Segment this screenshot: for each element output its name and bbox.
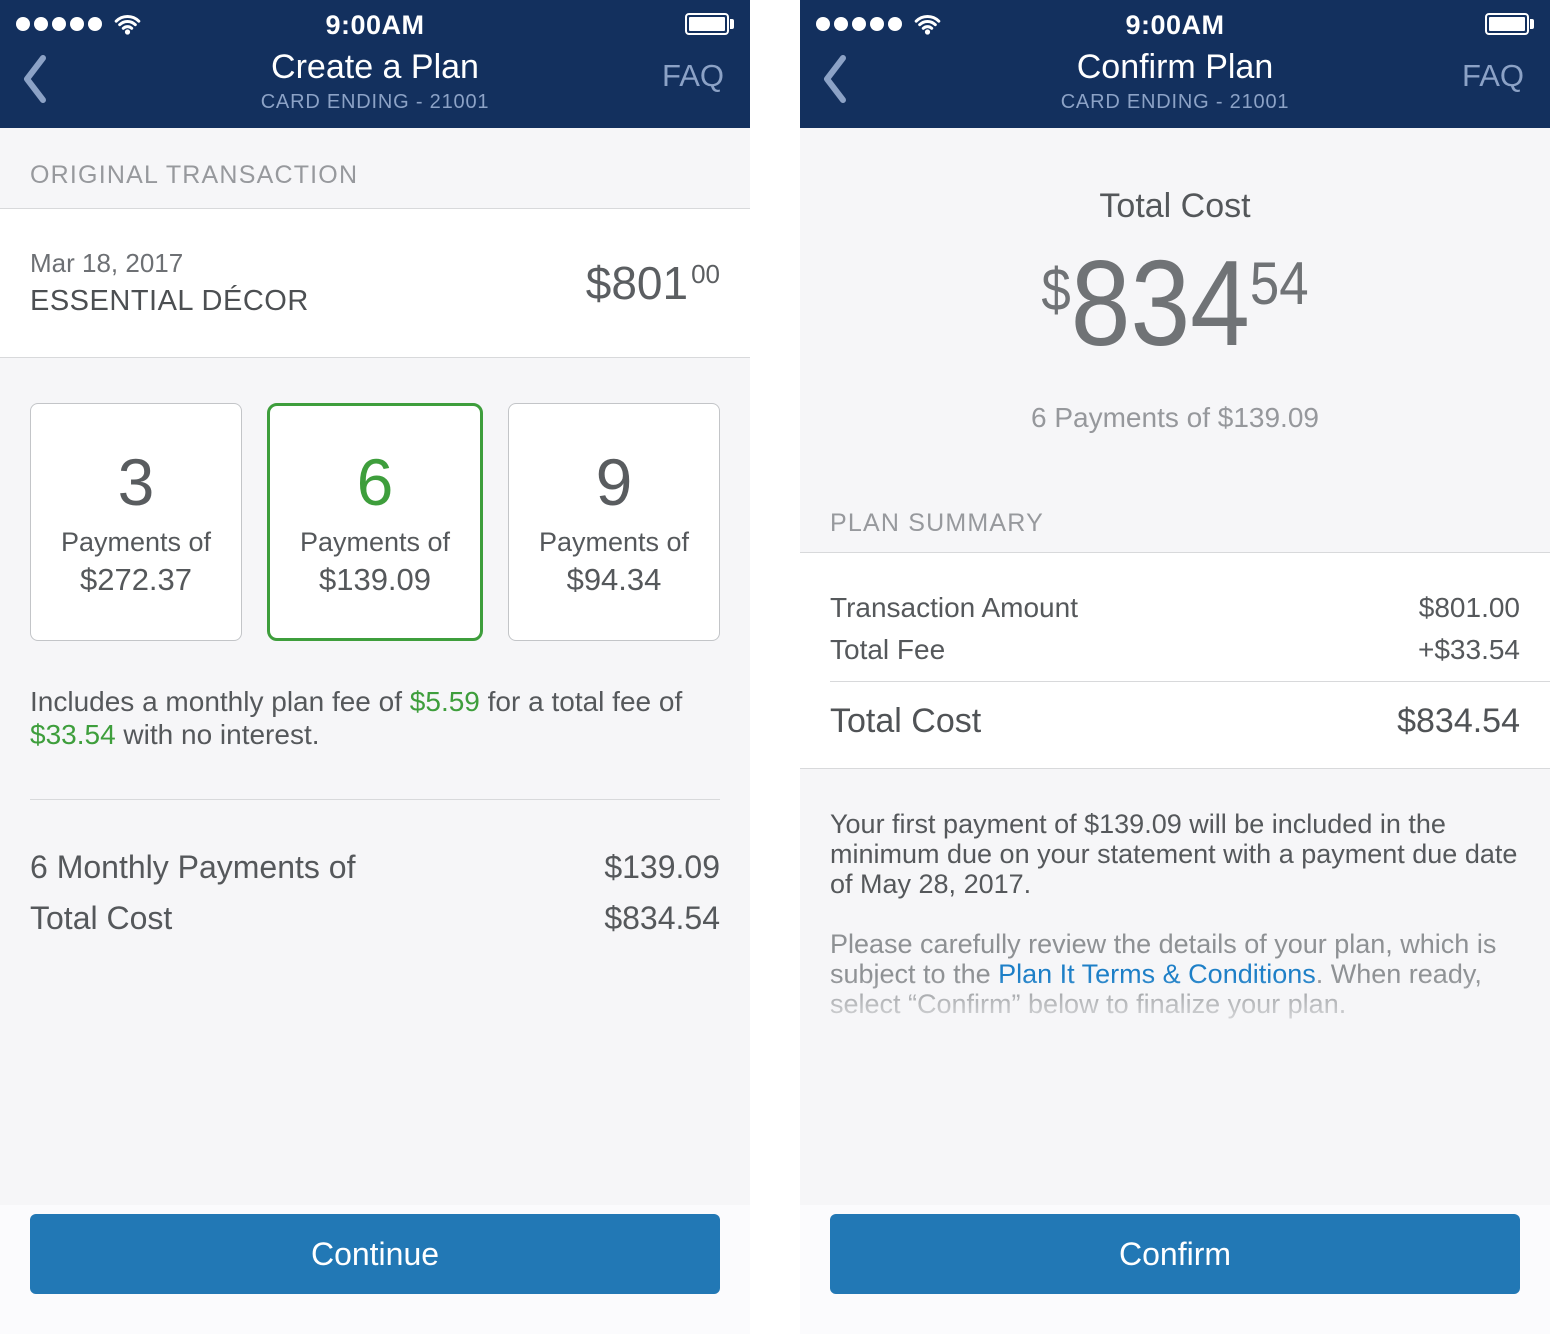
- chevron-left-icon: [22, 53, 48, 110]
- total-cost-heading: Total Cost: [1099, 187, 1251, 225]
- divider: [830, 681, 1550, 682]
- transaction-amount: $801 00: [585, 257, 720, 309]
- plan-option-label: Payments of: [60, 526, 212, 557]
- plan-option-label: Payments of: [538, 526, 690, 557]
- back-button[interactable]: [22, 48, 62, 114]
- navigation-bar: 9:00AM Create a Plan CARD ENDING - 21001…: [0, 0, 750, 128]
- transaction-row: Mar 18, 2017 ESSENTIAL DÉCOR $801 00: [0, 209, 750, 358]
- divider: [30, 799, 720, 800]
- plan-option-count: 9: [595, 444, 633, 519]
- faq-link[interactable]: FAQ: [1461, 58, 1524, 93]
- total-cost-amount: $ 834 54: [845, 235, 1505, 371]
- summary-row-payments: 6 Monthly Payments of $139.09: [30, 842, 720, 893]
- summary-row-transaction-amount: Transaction Amount $801.00: [800, 587, 1550, 629]
- transaction-merchant: ESSENTIAL DÉCOR: [30, 285, 309, 317]
- summary-value: +$33.54: [1418, 634, 1520, 665]
- summary-label: 6 Monthly Payments of: [30, 849, 356, 885]
- fee-note: Includes a monthly plan fee of $5.59 for…: [30, 686, 683, 750]
- summary-value: $834.54: [1397, 702, 1520, 740]
- plan-notes: Your first payment of $139.09 will be in…: [800, 769, 1550, 1037]
- chevron-left-icon: [822, 53, 848, 110]
- summary-label: Total Cost: [830, 702, 982, 740]
- plan-summary-card: Transaction Amount $801.00 Total Fee +$3…: [800, 553, 1550, 769]
- summary-label: Transaction Amount: [830, 592, 1078, 623]
- plan-option-count: 3: [117, 444, 155, 519]
- summary-label: Total Cost: [30, 900, 173, 936]
- total-fee-amount: $33.54: [30, 719, 116, 750]
- plan-option-label: Payments of: [299, 526, 451, 557]
- transaction-amount-cents: 00: [691, 259, 720, 289]
- plan-options: 3 Payments of $272.37 6 Payments of $139…: [30, 403, 720, 641]
- card-ending-subtitle: CARD ENDING - 21001: [260, 91, 490, 113]
- screen-gap: [750, 0, 800, 1334]
- summary-value: $801.00: [1418, 592, 1520, 623]
- page-title: Confirm Plan: [1076, 48, 1274, 86]
- currency-symbol: $: [1041, 256, 1071, 323]
- summary-value: $139.09: [604, 849, 720, 885]
- confirm-button[interactable]: Confirm: [830, 1214, 1520, 1294]
- confirm-plan-screen: 9:00AM Confirm Plan CARD ENDING - 21001 …: [800, 0, 1550, 1334]
- plan-option-9-payments[interactable]: 9 Payments of $94.34: [508, 403, 720, 641]
- continue-button[interactable]: Continue: [30, 1214, 720, 1294]
- monthly-fee-amount: $5.59: [409, 686, 480, 717]
- wifi-icon: [114, 13, 141, 35]
- faq-link[interactable]: FAQ: [661, 58, 724, 93]
- first-payment-note: Your first payment of $139.09 will be in…: [830, 809, 1518, 899]
- transaction-date: Mar 18, 2017: [30, 248, 184, 278]
- plan-option-amount: $94.34: [566, 561, 662, 597]
- battery-icon: [685, 7, 734, 35]
- wifi-icon: [914, 13, 941, 35]
- total-cost-cents: 54: [1249, 250, 1309, 317]
- cell-signal-icon: [816, 7, 941, 35]
- status-bar: 9:00AM: [0, 0, 750, 42]
- page-title: Create a Plan: [271, 48, 479, 86]
- summary-row-total-cost: Total Cost $834.54: [30, 893, 720, 944]
- summary-value: $834.54: [604, 900, 720, 936]
- status-bar: 9:00AM: [800, 0, 1550, 42]
- review-disclaimer: Please carefully review the details of y…: [830, 929, 1497, 1019]
- nav-title-row: Confirm Plan CARD ENDING - 21001 FAQ: [800, 42, 1550, 128]
- footer: Continue: [0, 1205, 750, 1334]
- back-button[interactable]: [822, 48, 862, 114]
- plan-option-count: 6: [356, 444, 394, 519]
- summary-label: Total Fee: [830, 634, 946, 665]
- navigation-bar: 9:00AM Confirm Plan CARD ENDING - 21001 …: [800, 0, 1550, 128]
- plan-option-3-payments[interactable]: 3 Payments of $272.37: [30, 403, 242, 641]
- create-plan-screen: 9:00AM Create a Plan CARD ENDING - 21001…: [0, 0, 750, 1334]
- footer: Confirm: [800, 1205, 1550, 1334]
- nav-title-row: Create a Plan CARD ENDING - 21001 FAQ: [0, 42, 750, 128]
- card-ending-subtitle: CARD ENDING - 21001: [1060, 91, 1290, 113]
- total-cost-dollars: 834: [1070, 235, 1250, 371]
- plan-option-amount: $272.37: [79, 561, 193, 597]
- plan-summary-label: PLAN SUMMARY: [800, 508, 1550, 553]
- original-transaction-label: ORIGINAL TRANSACTION: [0, 128, 750, 209]
- terms-and-conditions-link[interactable]: Plan It Terms & Conditions: [998, 959, 1316, 989]
- summary-row-total-cost: Total Cost $834.54: [800, 682, 1550, 744]
- cell-signal-icon: [16, 7, 141, 35]
- status-time: 9:00AM: [325, 10, 425, 40]
- status-time: 9:00AM: [1125, 10, 1225, 40]
- plan-option-amount: $139.09: [318, 561, 432, 597]
- battery-icon: [1485, 7, 1534, 35]
- plan-summary: 6 Monthly Payments of $139.09 Total Cost…: [30, 842, 720, 944]
- summary-row-total-fee: Total Fee +$33.54: [800, 629, 1550, 671]
- plan-option-6-payments-selected[interactable]: 6 Payments of $139.09: [267, 403, 483, 641]
- payments-subtitle: 6 Payments of $139.09: [1031, 402, 1319, 433]
